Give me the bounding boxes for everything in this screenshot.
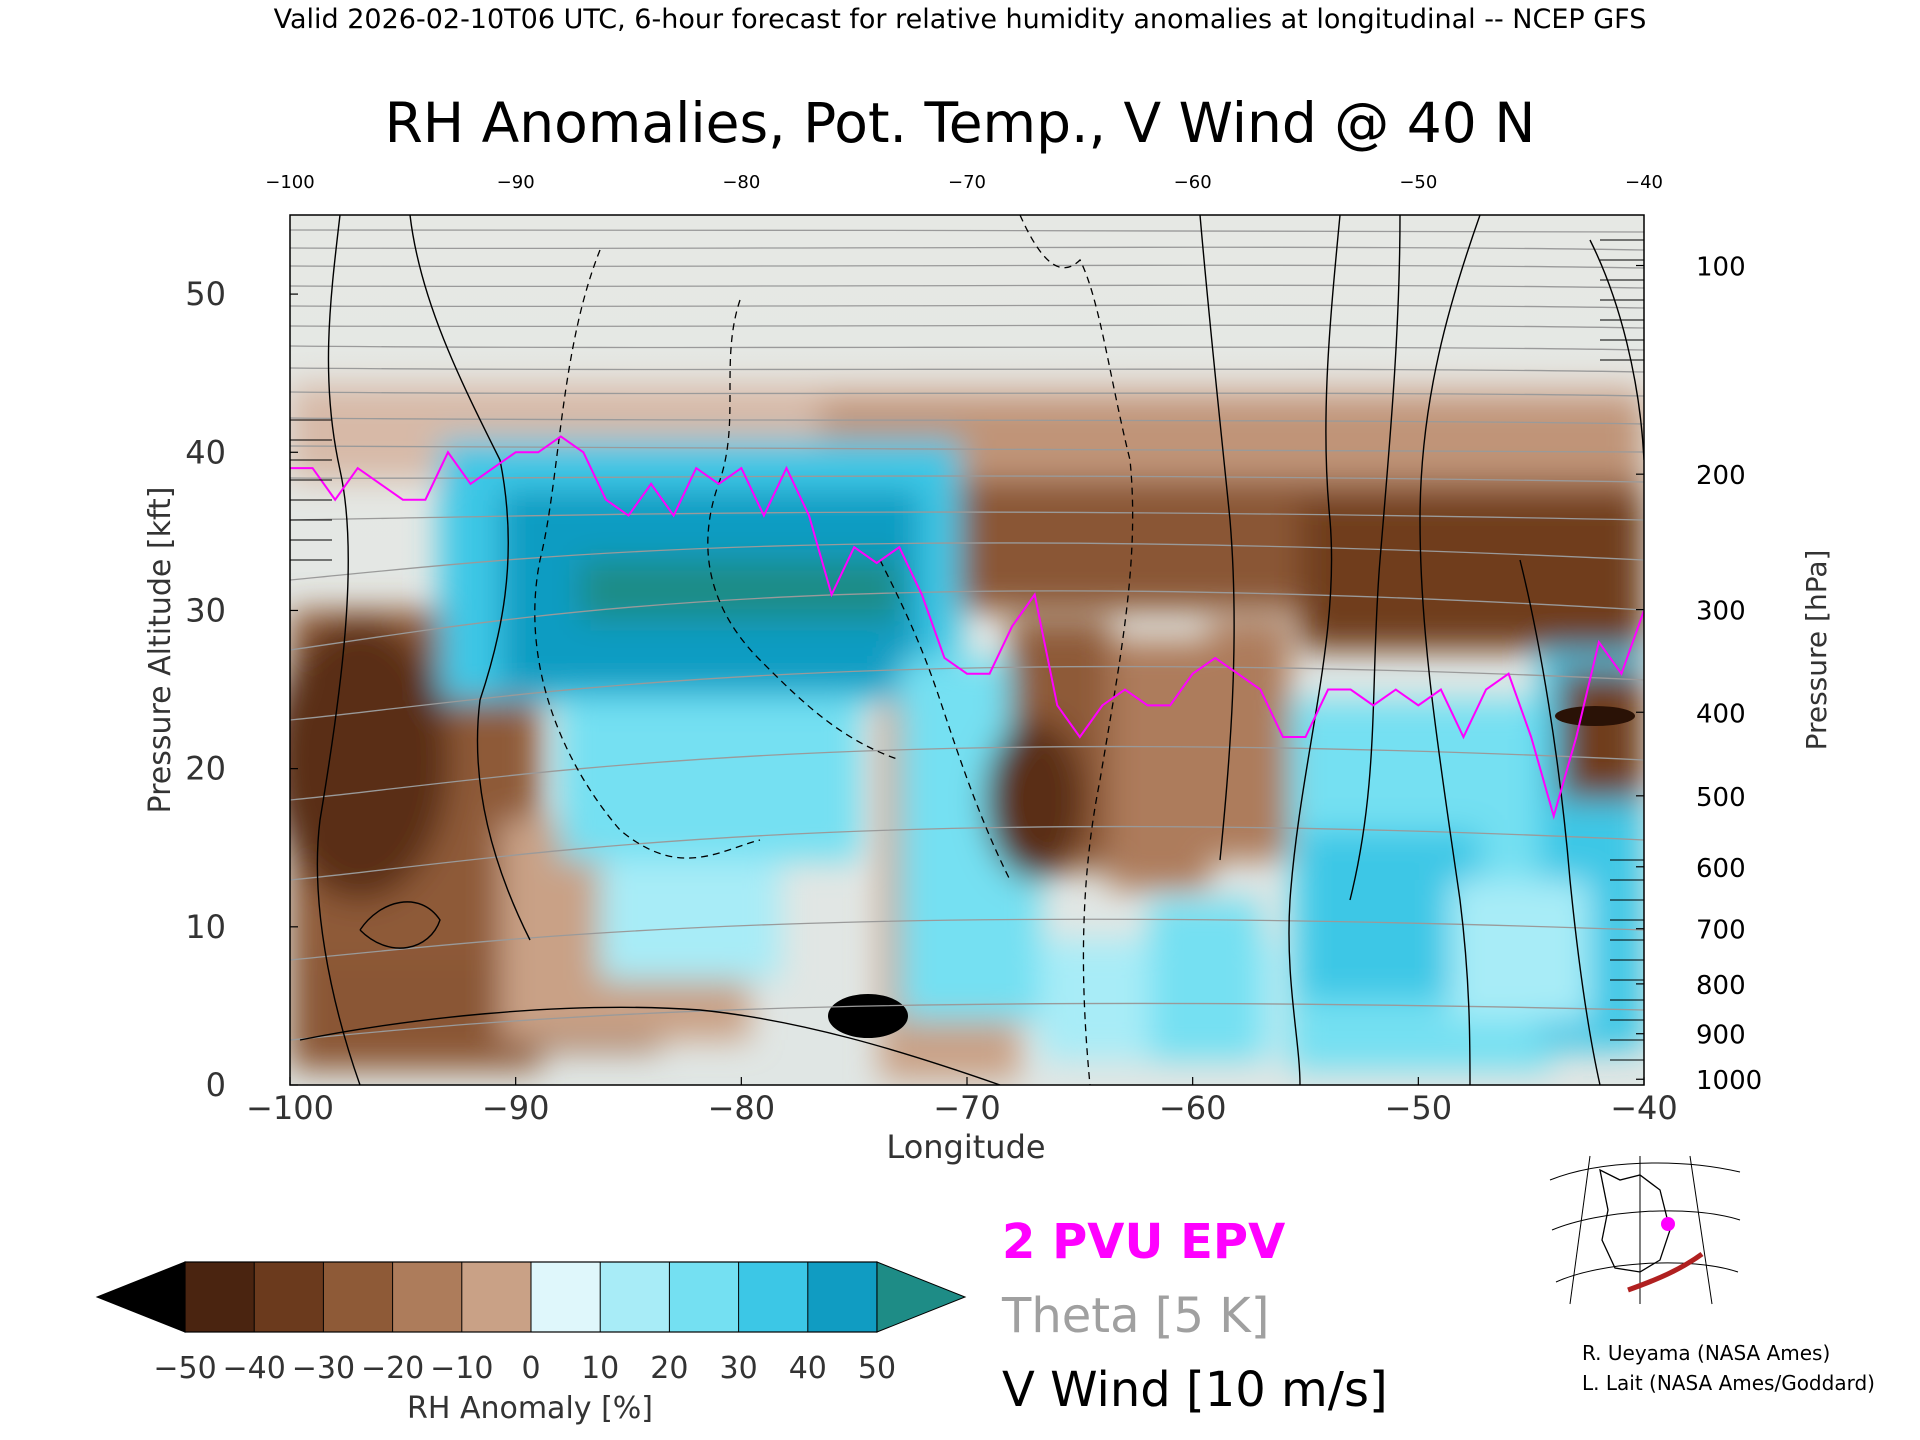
colorbar-segment [531, 1262, 601, 1332]
colorbar-label: RH Anomaly [%] [407, 1391, 653, 1426]
colorbar-segment [185, 1262, 255, 1332]
colorbar: −50 −40 −30 −20 −10 0 10 20 30 40 50 [95, 1261, 967, 1386]
credit-line-1: R. Ueyama (NASA Ames) [1582, 1341, 1830, 1365]
y-tick-label: 0 [206, 1066, 226, 1104]
colorbar-tick-label: 40 [789, 1351, 827, 1386]
pressure-axis-label: Pressure [hPa] [1800, 550, 1833, 751]
colorbar-tick-label: 30 [720, 1351, 758, 1386]
x-tick-label: −50 [1385, 1089, 1453, 1127]
colorbar-tick-label: 20 [650, 1351, 688, 1386]
y-axis-label: Pressure Altitude [kft] [143, 487, 178, 814]
colorbar-segment [392, 1262, 462, 1332]
colorbar-segment [669, 1262, 739, 1332]
pressure-tick-label: 800 [1696, 971, 1746, 1001]
top-tick-label: −90 [497, 172, 535, 193]
x-tick-label: −90 [482, 1089, 550, 1127]
x-tick-label: −100 [246, 1089, 334, 1127]
v-wind-dashed-contours [534, 215, 1134, 1085]
theta-contours [290, 229, 1644, 1041]
colorbar-tick-label: −30 [292, 1351, 355, 1386]
chart-title: RH Anomalies, Pot. Temp., V Wind @ 40 N [385, 91, 1536, 155]
pressure-tick-label: 200 [1696, 461, 1746, 491]
pvu-line [290, 435, 1644, 820]
x-tick-label: −70 [933, 1089, 1001, 1127]
inset-map [1544, 1154, 1741, 1305]
top-tick-label: −100 [265, 172, 314, 193]
credit-line-2: L. Lait (NASA Ames/Goddard) [1582, 1371, 1875, 1395]
colorbar-max-arrow [876, 1261, 967, 1333]
y-tick-label: 40 [185, 433, 226, 471]
x-tick-label: −40 [1610, 1089, 1678, 1127]
y-tick-label: 20 [185, 750, 226, 788]
colorbar-segment [807, 1262, 877, 1332]
pressure-tick-label: 900 [1696, 1021, 1746, 1051]
top-tick-label: −60 [1174, 172, 1212, 193]
colorbar-tick-label: −10 [430, 1351, 493, 1386]
top-tick-label: −70 [948, 172, 986, 193]
colorbar-tick-label: −50 [153, 1351, 216, 1386]
y-tick-label: 10 [185, 908, 226, 946]
x-axis: −100 −90 −80 −70 −60 −50 −40 [246, 1077, 1678, 1127]
colorbar-tick-label: 50 [858, 1351, 896, 1386]
x-axis-label: Longitude [886, 1128, 1045, 1166]
top-tick-label: −80 [722, 172, 760, 193]
legend-pvu: 2 PVU EPV [1002, 1214, 1285, 1270]
y-axis: 0 10 20 30 40 50 [185, 275, 298, 1104]
legend: 2 PVU EPV Theta [5 K] V Wind [10 m/s] [1001, 1214, 1388, 1418]
colorbar-segment [254, 1262, 324, 1332]
pressure-tick-label: 600 [1696, 854, 1746, 884]
colorbar-segment [323, 1262, 393, 1332]
pressure-tick-label: 400 [1696, 699, 1746, 729]
x-tick-label: −80 [708, 1089, 776, 1127]
colorbar-tick-label: −40 [223, 1351, 286, 1386]
colorbar-segment [461, 1262, 531, 1332]
colorbar-segment [738, 1262, 808, 1332]
x-tick-label: −60 [1159, 1089, 1227, 1127]
header-text: Valid 2026-02-10T06 UTC, 6-hour forecast… [274, 4, 1647, 35]
pressure-tick-label: 700 [1696, 916, 1746, 946]
colorbar-tick-label: 10 [581, 1351, 619, 1386]
colorbar-min-arrow [95, 1261, 186, 1333]
y-tick-label: 30 [185, 591, 226, 629]
top-axis: −100 −90 −80 −70 −60 −50 −40 [265, 172, 1663, 193]
top-tick-label: −40 [1625, 172, 1663, 193]
colorbar-tick-label: 0 [521, 1351, 540, 1386]
pressure-tick-label: 500 [1696, 783, 1746, 813]
legend-vwind: V Wind [10 m/s] [1002, 1362, 1388, 1418]
pressure-tick-label: 300 [1696, 597, 1746, 627]
colorbar-tick-label: −20 [361, 1351, 424, 1386]
top-tick-label: −50 [1399, 172, 1437, 193]
pressure-tick-label: 1000 [1696, 1066, 1762, 1096]
v-wind-contours [299, 215, 1644, 1085]
legend-theta: Theta [5 K] [1001, 1288, 1270, 1344]
colorbar-segment [600, 1262, 670, 1332]
pressure-axis: 100 200 300 400 500 600 700 800 900 1000 [1636, 253, 1762, 1096]
rh-anomaly-field [290, 215, 1644, 1085]
pressure-tick-label: 100 [1696, 253, 1746, 283]
edge-hatching [290, 239, 1644, 1061]
y-tick-label: 50 [185, 275, 226, 313]
